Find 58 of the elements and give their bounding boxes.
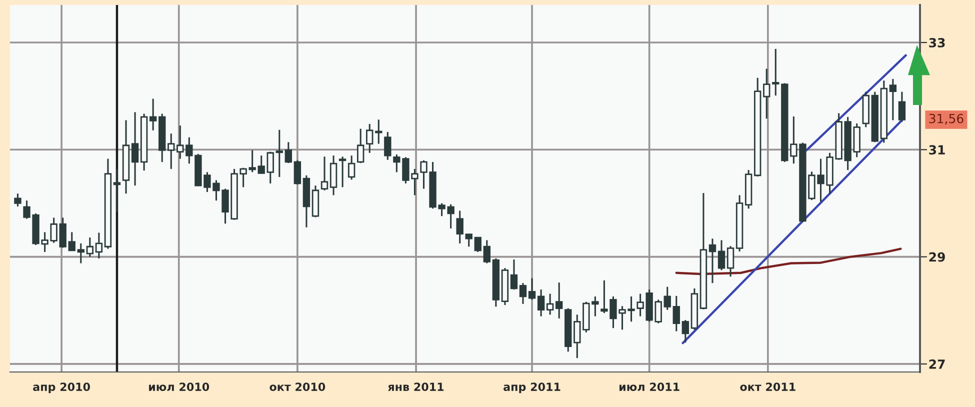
candlestick bbox=[375, 118, 382, 145]
candlestick bbox=[348, 154, 356, 180]
candlestick bbox=[682, 319, 690, 344]
candlestick bbox=[537, 288, 545, 318]
candlestick bbox=[456, 210, 464, 244]
candlestick bbox=[294, 160, 302, 186]
x-tick-label: окт 2010 bbox=[270, 382, 326, 392]
line-series bbox=[675, 248, 902, 276]
candlestick bbox=[546, 293, 554, 316]
candlestick bbox=[664, 286, 671, 311]
candlestick bbox=[276, 129, 283, 178]
candlestick bbox=[510, 258, 518, 290]
x-tick-label: янв 2011 bbox=[388, 382, 444, 392]
candlestick bbox=[258, 154, 265, 175]
candlestick bbox=[556, 282, 563, 320]
candlestick bbox=[726, 245, 734, 278]
candlestick bbox=[330, 154, 338, 196]
candlestick bbox=[708, 238, 716, 284]
candlestick bbox=[672, 295, 680, 332]
candlestick bbox=[284, 141, 292, 164]
candlestick bbox=[519, 282, 527, 305]
candlestick bbox=[68, 231, 76, 252]
candlestick bbox=[266, 151, 274, 184]
x-tick-label: июл 2010 bbox=[149, 382, 210, 392]
x-tick-label: июл 2011 bbox=[619, 382, 680, 392]
y-tick-label: 27 bbox=[929, 359, 945, 369]
candlestick bbox=[113, 168, 121, 213]
candlestick bbox=[168, 132, 175, 170]
y-tick-label: 29 bbox=[929, 252, 945, 262]
x-tick-label: апр 2011 bbox=[504, 382, 560, 394]
candlestick bbox=[474, 236, 482, 253]
x-tick-label: апр 2010 bbox=[33, 382, 90, 394]
candlestick bbox=[320, 156, 328, 192]
candlestick bbox=[338, 156, 346, 188]
x-tick-label: окт 2011 bbox=[740, 382, 796, 392]
candlestick bbox=[95, 232, 103, 260]
candlestick bbox=[366, 123, 374, 154]
y-tick-label: 31 bbox=[929, 145, 945, 155]
candlestick bbox=[574, 314, 581, 359]
candlestick bbox=[131, 111, 139, 186]
candlestick bbox=[898, 91, 906, 123]
candlestick bbox=[465, 233, 472, 248]
candlestick bbox=[772, 48, 780, 96]
candlestick bbox=[528, 277, 536, 300]
candlestick bbox=[763, 68, 770, 120]
text: 31,56 bbox=[929, 114, 964, 125]
candlestick bbox=[149, 98, 157, 132]
candlestick bbox=[77, 242, 84, 264]
candlestick bbox=[483, 239, 491, 264]
candlestick bbox=[718, 239, 726, 271]
candlestick bbox=[176, 124, 184, 160]
y-tick-label: 33 bbox=[929, 38, 945, 48]
candlestick bbox=[14, 192, 22, 208]
candlestick bbox=[889, 78, 897, 121]
candlestick bbox=[86, 236, 94, 258]
candlestick bbox=[59, 216, 66, 248]
candlestick bbox=[357, 128, 364, 164]
candlestick bbox=[384, 131, 392, 161]
